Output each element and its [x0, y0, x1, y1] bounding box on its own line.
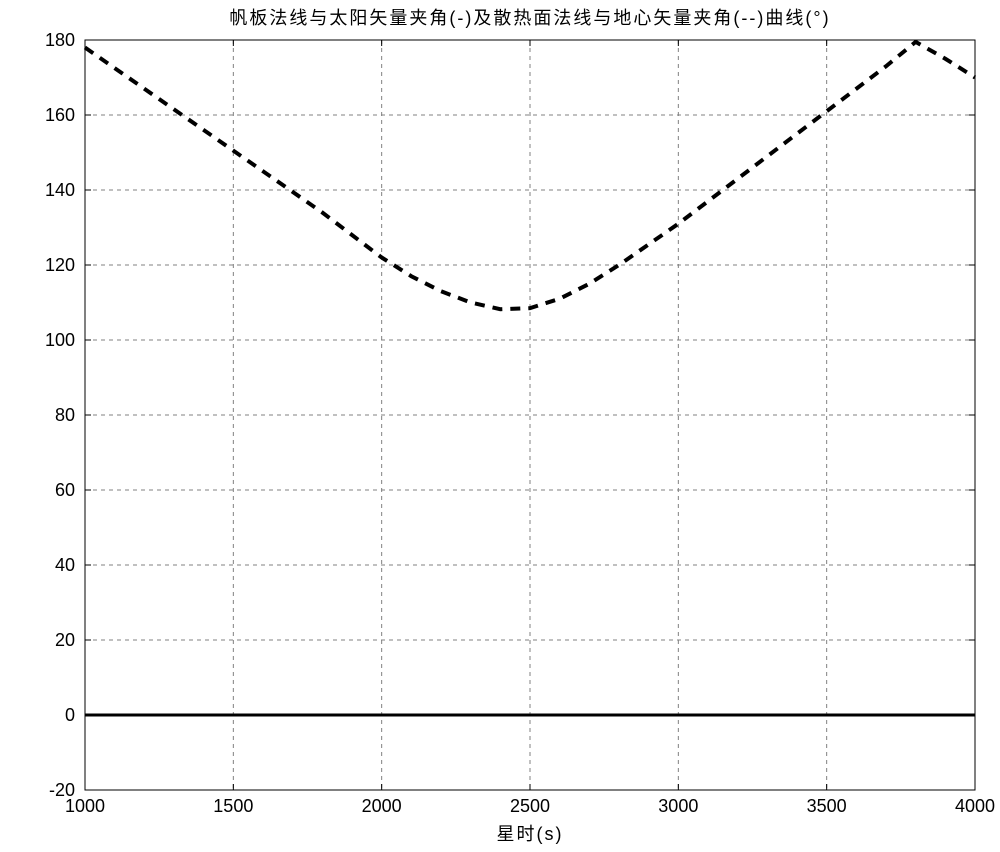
ytick-label: 180 [45, 30, 75, 50]
xtick-label: 3000 [658, 796, 698, 816]
xtick-label: 1500 [213, 796, 253, 816]
chart-svg: 1000150020002500300035004000-20020406080… [0, 0, 1000, 852]
ytick-label: -20 [49, 780, 75, 800]
ytick-label: 160 [45, 105, 75, 125]
ytick-label: 140 [45, 180, 75, 200]
xtick-label: 4000 [955, 796, 995, 816]
xtick-label: 3500 [807, 796, 847, 816]
ytick-label: 120 [45, 255, 75, 275]
xtick-label: 2000 [362, 796, 402, 816]
ytick-label: 20 [55, 630, 75, 650]
ytick-label: 60 [55, 480, 75, 500]
chart-title: 帆板法线与太阳矢量夹角(-)及散热面法线与地心矢量夹角(--)曲线(°) [229, 8, 830, 28]
ytick-label: 40 [55, 555, 75, 575]
ytick-label: 0 [65, 705, 75, 725]
ytick-label: 80 [55, 405, 75, 425]
ytick-label: 100 [45, 330, 75, 350]
xtick-label: 2500 [510, 796, 550, 816]
plot-background [0, 0, 1000, 852]
x-axis-label: 星时(s) [497, 824, 564, 844]
chart-container: 1000150020002500300035004000-20020406080… [0, 0, 1000, 852]
